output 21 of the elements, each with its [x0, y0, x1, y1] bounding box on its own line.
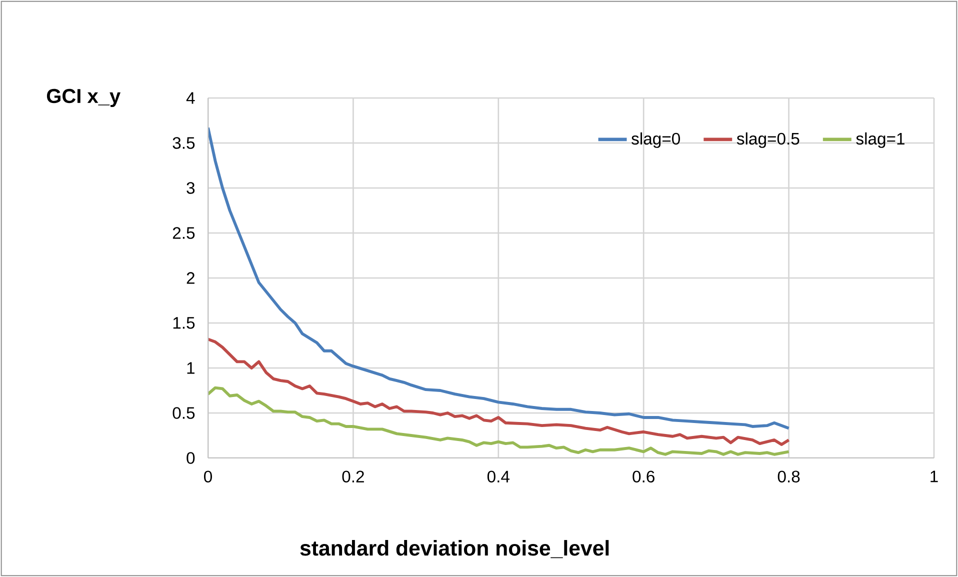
legend-label: slag=0: [632, 132, 680, 148]
y-axis-title: GCI x_y: [46, 88, 121, 108]
y-tick-label: 0: [186, 452, 195, 464]
x-tick-label: 1: [930, 470, 938, 482]
legend-label: slag=1: [856, 132, 904, 148]
x-tick-label: 0.6: [632, 470, 654, 482]
x-tick-label: 0: [204, 470, 212, 482]
legend-label: slag=0.5: [736, 132, 800, 148]
x-tick-label: 0.2: [342, 470, 364, 482]
y-tick-label: 3: [186, 182, 195, 194]
y-tick-label: 2: [186, 272, 194, 284]
x-tick-label: 0.4: [487, 470, 510, 482]
y-tick-label: 4: [186, 92, 195, 104]
x-axis-title: standard deviation noise_level: [300, 540, 609, 558]
y-tick-label: 3.5: [172, 137, 195, 149]
y-tick-label: 2.5: [172, 227, 195, 239]
y-tick-label: 1.5: [173, 317, 195, 329]
line-series: [208, 386, 790, 456]
y-tick-label: 1: [187, 362, 194, 374]
y-tick-label: 0.5: [172, 407, 195, 419]
x-tick-label: 0.8: [778, 470, 800, 482]
